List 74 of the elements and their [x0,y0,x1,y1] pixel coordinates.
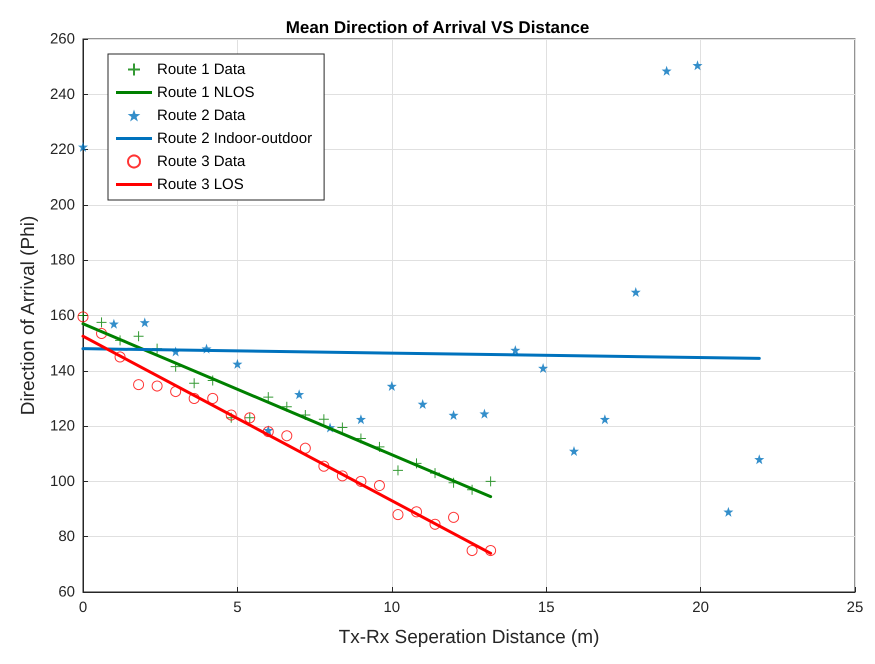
point [300,410,311,421]
point [448,410,459,420]
point [226,410,237,421]
point [754,454,764,464]
point [418,398,428,409]
y-axis-title: Direction of Arrival (Phi) [18,216,39,416]
point [356,414,366,424]
point [336,422,348,433]
y-tick-label: 80 [58,528,75,546]
chart-title: Mean Direction of Arrival VS Distance [286,18,590,37]
point [466,545,478,556]
point [411,506,422,518]
point [355,476,366,487]
legend-label: Route 3 Data [157,153,246,170]
point [232,358,242,369]
y-tick-label: 180 [50,252,75,269]
x-tick-label: 20 [692,599,709,616]
point [662,66,672,76]
point [96,316,108,328]
y-tick-label: 260 [50,30,75,48]
legend-label: Route 1 NLOS [157,84,255,101]
point [336,470,348,482]
point [386,381,397,392]
point [392,464,404,476]
x-tick-label: 5 [233,599,242,616]
point [538,363,548,374]
point [723,506,734,517]
point [479,408,490,419]
x-tick-label: 0 [78,599,88,616]
y-tick-label: 60 [58,584,75,600]
legend-label: Route 3 LOS [157,176,244,193]
point [318,460,330,472]
point [108,318,119,329]
point [152,380,163,392]
point [294,389,304,400]
point [485,476,496,487]
point [485,545,496,556]
point [170,386,182,398]
y-tick-label: 200 [50,196,75,214]
point [96,328,108,339]
x-tick-label: 10 [383,599,400,616]
y-tick-label: 120 [50,418,75,435]
point [600,414,610,424]
point [300,442,311,454]
legend-label: Route 2 Data [157,107,246,124]
point [392,509,404,520]
point [630,286,641,297]
point [133,330,144,342]
legend-label: Route 1 Data [157,61,246,78]
y-tick-label: 240 [50,86,75,103]
point [188,378,200,389]
point [448,512,460,523]
y-tick-label: 100 [50,472,75,490]
point [355,433,366,444]
point [430,468,441,479]
x-tick-label: 15 [538,599,555,616]
y-tick-label: 160 [50,307,75,324]
point [281,430,292,442]
point [207,392,218,404]
point [114,351,126,362]
point [133,379,144,390]
point [78,142,88,152]
y-tick-label: 220 [50,141,75,158]
point [140,317,150,328]
x-axis-title: Tx-Rx Seperation Distance (m) [338,627,600,648]
y-tick-label: 140 [50,362,75,380]
legend-label: Route 2 Indoor-outdoor [157,130,312,147]
point [318,414,330,425]
point [568,446,579,456]
point [692,60,703,70]
point [430,518,441,530]
point [188,392,200,404]
point [374,480,385,492]
x-tick-label: 25 [846,599,864,616]
